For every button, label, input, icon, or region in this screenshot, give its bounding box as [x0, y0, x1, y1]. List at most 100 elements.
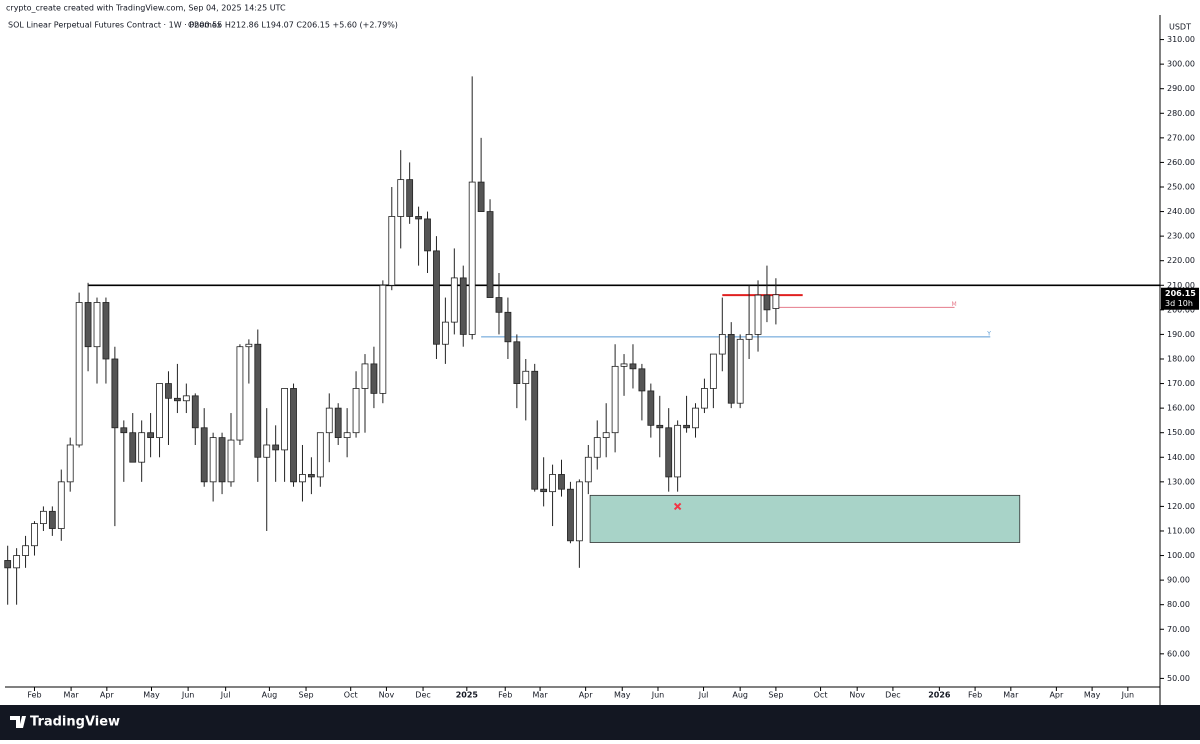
x-tick-label: Jun: [651, 691, 665, 700]
candle-body: [683, 424, 690, 429]
candle-body: [540, 488, 548, 493]
level-label: Y: [986, 330, 991, 337]
candle-body: [379, 284, 387, 394]
candle-body: [102, 302, 110, 360]
y-tick-label: 70.00: [1167, 625, 1190, 634]
candle-body: [602, 432, 610, 439]
legend-values: O200.55 H212.86 L194.07 C206.15 +5.60 (+…: [188, 21, 398, 30]
candle-body: [22, 545, 29, 556]
candle-body: [40, 510, 47, 525]
candle-body: [513, 341, 521, 384]
candle-body: [120, 427, 128, 434]
candle-body: [361, 363, 369, 389]
x-tick-label: Feb: [968, 691, 982, 700]
candle-body: [584, 456, 592, 483]
y-tick-label: 220.00: [1167, 256, 1195, 265]
candle-body: [182, 395, 190, 402]
candle-body: [57, 481, 65, 529]
x-tick-label: 2025: [456, 691, 479, 700]
y-tick-label: 160.00: [1167, 404, 1195, 413]
candle-body: [433, 250, 440, 345]
y-tick-label: 310.00: [1167, 35, 1195, 44]
y-tick-label: 130.00: [1167, 477, 1195, 486]
candle-body: [620, 363, 628, 367]
candle-body: [218, 437, 226, 483]
candle-body: [4, 560, 12, 569]
candle-body: [567, 488, 574, 542]
candle-body: [647, 390, 655, 426]
y-tick-label: 120.00: [1167, 502, 1195, 511]
candle-body: [147, 432, 155, 439]
x-tick-label: Aug: [262, 691, 278, 700]
candle-body: [343, 432, 351, 439]
candle-body: [334, 407, 342, 439]
candle-body: [227, 439, 235, 483]
candle-body: [611, 365, 619, 434]
candle-body: [692, 407, 699, 429]
candle-body: [522, 370, 530, 384]
x-tick-label: Feb: [498, 691, 512, 700]
candle-body: [93, 302, 101, 348]
candle-body: [290, 388, 297, 483]
candle-body: [299, 474, 306, 483]
y-tick-label: 80.00: [1167, 600, 1190, 609]
candle-body: [388, 216, 396, 286]
candle-body: [727, 334, 735, 404]
brand: TradingView: [30, 715, 120, 730]
zone: [589, 494, 1021, 543]
candle-body: [468, 181, 476, 335]
candle-body: [84, 302, 92, 348]
candle-body: [709, 353, 717, 389]
y-tick-label: 280.00: [1167, 109, 1195, 118]
candle-body: [111, 358, 119, 429]
candle-body: [174, 397, 181, 402]
y-tick-label: 260.00: [1167, 158, 1195, 167]
candle-body: [638, 368, 646, 392]
marker: [673, 502, 682, 511]
y-tick-label: 270.00: [1167, 133, 1195, 142]
y-tick-label: 150.00: [1167, 428, 1195, 437]
x-tick-label: Oct: [814, 691, 828, 700]
candle-body: [13, 555, 21, 569]
y-tick-label: 140.00: [1167, 453, 1195, 462]
y-tick-label: 190.00: [1167, 330, 1195, 339]
y-tick-label: 210.00: [1167, 281, 1195, 290]
y-tick-label: 100.00: [1167, 551, 1195, 560]
candle-body: [165, 383, 172, 399]
x-tick-label: Aug: [732, 691, 748, 700]
candle-body: [370, 363, 378, 394]
candle-body: [495, 297, 503, 313]
candle-body: [406, 179, 414, 217]
candle-body: [66, 444, 74, 483]
candle-body: [424, 218, 431, 252]
x-tick-label: Mar: [64, 691, 80, 700]
candle-body: [245, 343, 253, 348]
candle-body: [200, 427, 208, 483]
footer-bar: [0, 705, 1200, 740]
candle-body: [307, 474, 315, 478]
x-tick-label: 2026: [928, 691, 951, 700]
candle-body: [477, 181, 485, 212]
candle-body: [129, 432, 137, 463]
header: crypto_create created with TradingView.c…: [6, 4, 286, 13]
chart-title: SOL Linear Perpetual Futures Contract · …: [8, 21, 222, 30]
x-tick-label: Apr: [1049, 691, 1064, 700]
candle-body: [656, 424, 664, 429]
candle-body: [138, 432, 146, 463]
candle-body: [531, 370, 539, 490]
logo: [10, 716, 26, 728]
countdown: 3d 10h: [1165, 299, 1193, 308]
x-tick-label: Jul: [698, 691, 709, 700]
x-tick-label: Sep: [768, 691, 783, 700]
candle-body: [263, 444, 271, 458]
candle-body: [763, 294, 771, 311]
x-tick-label: Mar: [533, 691, 549, 700]
candle-body: [236, 346, 244, 441]
level-label: M: [952, 301, 957, 308]
y-tick-label: 240.00: [1167, 207, 1195, 216]
candle-body: [754, 294, 762, 335]
x-tick-label: Dec: [885, 691, 900, 700]
price-label: 206.15: [1165, 289, 1196, 298]
